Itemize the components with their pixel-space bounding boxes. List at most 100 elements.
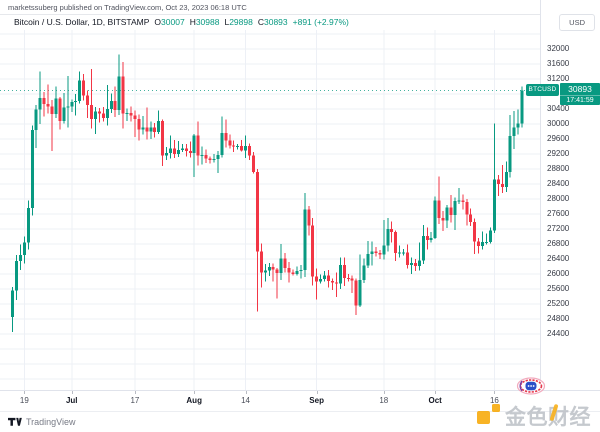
candle-body — [346, 277, 350, 279]
candle-body — [370, 251, 374, 254]
candle-body — [90, 105, 93, 119]
candle-body — [18, 255, 22, 261]
candle-body — [421, 235, 425, 261]
candle-body — [358, 280, 362, 306]
candle-body — [101, 113, 105, 118]
candle-body — [477, 241, 481, 246]
price-tick-label: 24800 — [547, 314, 570, 324]
candle-body — [192, 135, 196, 153]
candle-body — [287, 268, 291, 273]
price-tick-label: 26800 — [547, 239, 570, 249]
price-tick-label: 25600 — [547, 284, 570, 294]
candlestick-chart[interactable] — [0, 30, 540, 390]
candle-body — [224, 133, 228, 141]
candle-body — [267, 267, 271, 271]
candle-body — [105, 108, 109, 118]
candle-body — [22, 242, 26, 255]
candle-body — [78, 80, 82, 101]
price-axis[interactable]: 32000 31600 31200 30400 30000 29600 29200 28800… — [540, 0, 600, 410]
time-tick-notch — [71, 391, 73, 394]
price-tick-label: 25200 — [547, 299, 570, 309]
price-tick-label: 28000 — [547, 194, 570, 204]
low-label: L — [224, 17, 230, 27]
candle-body — [236, 145, 240, 147]
price-tick-label: 29600 — [547, 134, 570, 144]
candle-body — [323, 275, 327, 279]
candle-body — [54, 98, 58, 114]
candle-body — [520, 90, 524, 124]
candle-body — [334, 282, 338, 284]
time-tick-label: Aug — [186, 396, 202, 405]
jinse-logo-icon — [477, 401, 501, 425]
tradingview-link[interactable]: TradingView — [8, 415, 76, 429]
candle-body — [496, 179, 500, 184]
currency-toggle-button[interactable]: USD — [559, 14, 595, 31]
candle-body — [137, 118, 141, 130]
candle-body — [303, 209, 307, 270]
candle-body — [240, 145, 244, 151]
candle-body — [354, 280, 358, 306]
open-value: 30007 — [161, 17, 185, 27]
candle-body — [315, 276, 319, 282]
time-tick-label: 14 — [241, 396, 250, 405]
candle-body — [402, 252, 406, 254]
candle-body — [26, 208, 30, 243]
candle-body — [433, 200, 437, 239]
candle-body — [70, 102, 74, 107]
candle-body — [109, 100, 113, 109]
last-price-label: 30893 17:41:59 — [560, 83, 600, 105]
candle-body — [74, 100, 78, 102]
bar-countdown: 17:41:59 — [560, 95, 600, 105]
candle-body — [58, 98, 62, 122]
candle-body — [259, 251, 263, 273]
candle-body — [390, 228, 394, 233]
candle-body — [244, 145, 248, 151]
candle-body — [263, 270, 267, 273]
last-price-value: 30893 — [568, 84, 592, 94]
candle-body — [251, 155, 255, 173]
candle-body — [50, 106, 54, 114]
candle-body — [409, 262, 413, 265]
price-tick-label: 28400 — [547, 179, 570, 189]
candle-body — [492, 179, 496, 231]
time-axis[interactable]: 19 Jul 17 Aug 14 Sep 18 Oct 16 — [0, 390, 600, 412]
candle-body — [378, 252, 382, 255]
candle-body — [82, 80, 86, 96]
candle-body — [216, 154, 220, 159]
tradingview-logo-icon — [8, 417, 22, 427]
time-tick-notch — [245, 391, 247, 394]
candle-body — [453, 201, 457, 215]
candle-body — [319, 279, 323, 282]
candle-body — [516, 123, 520, 128]
candle-body — [208, 158, 212, 160]
price-tick-label: 26000 — [547, 269, 570, 279]
candle-body — [220, 133, 224, 155]
candle-body — [291, 272, 295, 274]
high-value: 30988 — [195, 17, 220, 27]
candle-body — [141, 127, 145, 130]
candle-body — [279, 258, 283, 273]
candle-body — [382, 245, 386, 255]
candle-body — [449, 207, 453, 215]
candle-body — [86, 95, 90, 105]
candle-body — [176, 150, 180, 154]
time-tick-label: Jul — [65, 396, 78, 405]
candle-body — [394, 232, 398, 253]
price-tick-label: 24400 — [547, 329, 570, 339]
candle-body — [42, 97, 46, 104]
candle-body — [97, 111, 101, 114]
tradingview-brand-text: TradingView — [26, 417, 76, 427]
candle-body — [461, 200, 465, 203]
candle-body — [125, 112, 129, 114]
price-tick-label: 30400 — [547, 104, 570, 114]
candle-body — [473, 222, 477, 242]
low-value: 29898 — [229, 17, 253, 27]
high-label: H — [189, 17, 196, 27]
candle-body — [121, 76, 125, 114]
candle-body — [413, 262, 417, 266]
price-tick-label: 27200 — [547, 224, 570, 234]
candle-body — [133, 115, 137, 119]
candle-body — [157, 121, 161, 132]
candle-body — [488, 230, 492, 242]
price-tick-label: 32000 — [547, 44, 570, 54]
